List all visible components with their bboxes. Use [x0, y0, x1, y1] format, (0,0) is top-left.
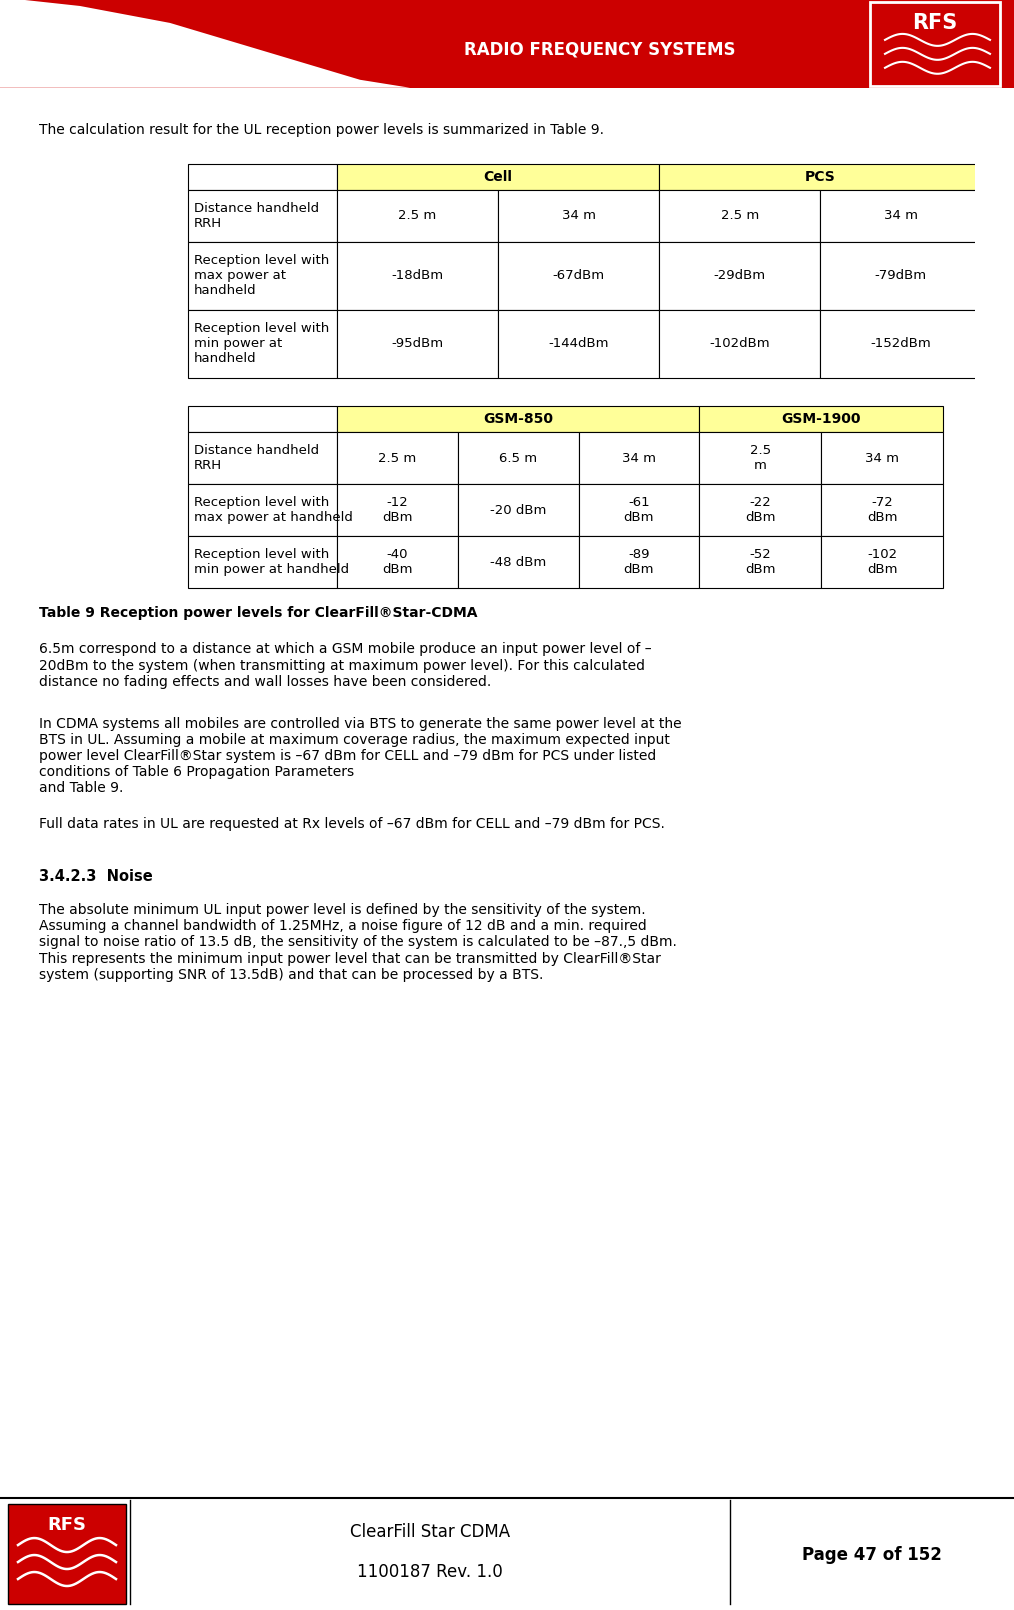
Bar — [579, 485, 700, 536]
Text: 2.5 m: 2.5 m — [721, 209, 758, 222]
Text: -61
dBm: -61 dBm — [624, 496, 654, 525]
Text: 6.5 m: 6.5 m — [499, 452, 537, 465]
Bar — [659, 309, 820, 378]
Text: GSM-1900: GSM-1900 — [782, 412, 861, 427]
Text: 2.5 m: 2.5 m — [399, 209, 436, 222]
Bar — [700, 536, 821, 588]
Text: RFS: RFS — [48, 1517, 86, 1534]
Text: 3.4.2.3  Noise: 3.4.2.3 Noise — [39, 869, 152, 884]
Text: -22
dBm: -22 dBm — [745, 496, 776, 525]
Text: -95dBm: -95dBm — [391, 338, 443, 351]
Text: Distance handheld
RRH: Distance handheld RRH — [194, 201, 318, 230]
Bar — [659, 242, 820, 309]
Bar — [700, 406, 943, 431]
Bar — [188, 536, 337, 588]
Bar — [579, 536, 700, 588]
Bar — [579, 431, 700, 485]
Text: RADIO FREQUENCY SYSTEMS: RADIO FREQUENCY SYSTEMS — [464, 40, 736, 60]
Bar — [337, 536, 457, 588]
Bar — [188, 485, 337, 536]
Text: -18dBm: -18dBm — [391, 269, 443, 282]
Text: Full data rates in UL are requested at Rx levels of –67 dBm for CELL and –79 dBm: Full data rates in UL are requested at R… — [39, 816, 664, 831]
Bar — [337, 431, 457, 485]
Text: -89
dBm: -89 dBm — [624, 549, 654, 576]
Bar — [821, 485, 943, 536]
Bar — [337, 164, 659, 190]
Text: -152dBm: -152dBm — [871, 338, 931, 351]
Text: Reception level with
min power at
handheld: Reception level with min power at handhe… — [194, 322, 329, 365]
Bar — [498, 242, 659, 309]
Bar — [337, 190, 498, 242]
Text: Cell: Cell — [484, 169, 512, 184]
Bar — [188, 164, 337, 190]
Bar — [820, 190, 982, 242]
Bar — [188, 431, 337, 485]
Text: -40
dBm: -40 dBm — [382, 549, 413, 576]
Bar — [820, 242, 982, 309]
Bar — [188, 309, 337, 378]
Text: Reception level with
max power at
handheld: Reception level with max power at handhe… — [194, 254, 329, 298]
Text: In CDMA systems all mobiles are controlled via BTS to generate the same power le: In CDMA systems all mobiles are controll… — [39, 716, 681, 795]
Text: -12
dBm: -12 dBm — [382, 496, 413, 525]
Bar — [8, 1504, 126, 1604]
Bar — [498, 309, 659, 378]
Text: The calculation result for the UL reception power levels is summarized in Table : The calculation result for the UL recept… — [39, 124, 603, 137]
Text: Reception level with
max power at handheld: Reception level with max power at handhe… — [194, 496, 353, 525]
Text: ClearFill Star CDMA: ClearFill Star CDMA — [350, 1523, 510, 1541]
Text: -102
dBm: -102 dBm — [867, 549, 897, 576]
Bar — [821, 431, 943, 485]
Bar — [457, 485, 579, 536]
Text: -48 dBm: -48 dBm — [490, 555, 547, 568]
Bar — [498, 190, 659, 242]
Text: GSM-850: GSM-850 — [483, 412, 553, 427]
Bar — [188, 190, 337, 242]
Polygon shape — [0, 0, 410, 87]
Bar — [820, 309, 982, 378]
Text: Table 9 Reception power levels for ClearFill®Star-CDMA: Table 9 Reception power levels for Clear… — [39, 607, 477, 620]
Text: 2.5
m: 2.5 m — [749, 444, 771, 472]
Text: -29dBm: -29dBm — [714, 269, 766, 282]
Text: -72
dBm: -72 dBm — [867, 496, 897, 525]
Text: PCS: PCS — [805, 169, 836, 184]
Bar — [870, 2, 1000, 85]
Text: -52
dBm: -52 dBm — [745, 549, 776, 576]
Text: 6.5m correspond to a distance at which a GSM mobile produce an input power level: 6.5m correspond to a distance at which a… — [39, 642, 651, 689]
Text: -79dBm: -79dBm — [875, 269, 927, 282]
Bar — [337, 242, 498, 309]
Text: 34 m: 34 m — [562, 209, 595, 222]
Text: 34 m: 34 m — [865, 452, 899, 465]
Text: 34 m: 34 m — [884, 209, 918, 222]
Bar — [337, 485, 457, 536]
Text: -67dBm: -67dBm — [553, 269, 604, 282]
Bar — [337, 406, 700, 431]
Bar — [700, 485, 821, 536]
Text: 2.5 m: 2.5 m — [378, 452, 417, 465]
Text: RFS: RFS — [913, 13, 957, 32]
Bar — [659, 164, 982, 190]
Text: Distance handheld
RRH: Distance handheld RRH — [194, 444, 318, 472]
Text: The absolute minimum UL input power level is defined by the sensitivity of the s: The absolute minimum UL input power leve… — [39, 903, 676, 982]
Bar — [821, 536, 943, 588]
Text: -144dBm: -144dBm — [549, 338, 608, 351]
Bar — [457, 431, 579, 485]
Text: Page 47 of 152: Page 47 of 152 — [802, 1546, 942, 1563]
Text: 1100187 Rev. 1.0: 1100187 Rev. 1.0 — [357, 1563, 503, 1581]
Text: -102dBm: -102dBm — [710, 338, 770, 351]
Bar — [188, 406, 337, 431]
Bar — [700, 431, 821, 485]
Bar — [337, 309, 498, 378]
Bar — [457, 536, 579, 588]
Text: 34 m: 34 m — [622, 452, 656, 465]
Bar — [659, 190, 820, 242]
Bar — [188, 242, 337, 309]
Text: Reception level with
min power at handheld: Reception level with min power at handhe… — [194, 549, 349, 576]
Text: -20 dBm: -20 dBm — [490, 504, 547, 517]
